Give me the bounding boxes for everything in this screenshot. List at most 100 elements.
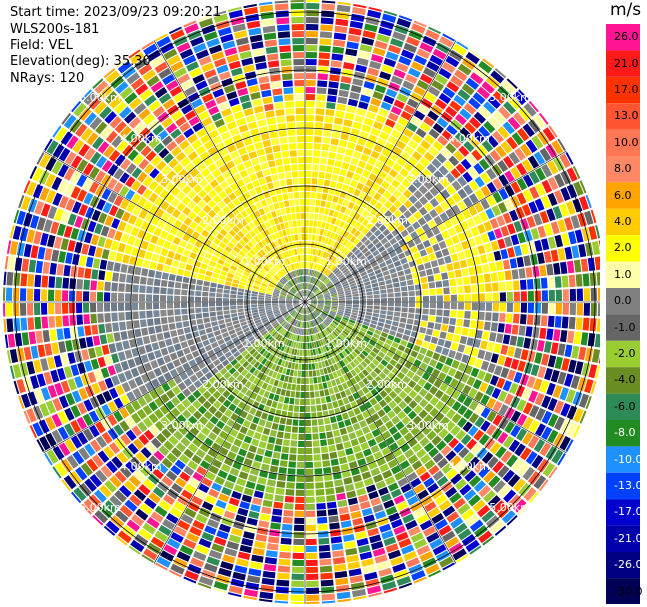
- velocity-gate: [228, 343, 236, 351]
- velocity-gate: [303, 335, 305, 342]
- velocity-gate: [388, 195, 397, 204]
- velocity-gate: [162, 518, 176, 531]
- velocity-gate: [355, 166, 364, 175]
- velocity-gate: [103, 525, 116, 536]
- velocity-gate: [374, 268, 382, 275]
- velocity-gate: [237, 87, 249, 97]
- velocity-gate: [378, 27, 392, 37]
- velocity-gate: [492, 302, 499, 312]
- velocity-gate: [74, 215, 84, 228]
- velocity-gate: [193, 380, 203, 389]
- velocity-gate: [232, 336, 240, 343]
- velocity-gate: [397, 344, 406, 352]
- velocity-gate: [436, 302, 443, 309]
- velocity-gate: [63, 264, 71, 277]
- velocity-gate: [289, 290, 295, 295]
- velocity-gate: [166, 361, 175, 371]
- velocity-gate: [155, 33, 168, 42]
- velocity-gate: [265, 263, 271, 270]
- velocity-gate: [315, 115, 324, 122]
- velocity-gate: [321, 403, 328, 411]
- velocity-gate: [117, 351, 126, 362]
- velocity-gate: [591, 348, 600, 363]
- velocity-gate: [41, 303, 48, 315]
- velocity-gate: [321, 593, 336, 601]
- velocity-gate: [179, 356, 188, 365]
- velocity-gate: [437, 338, 445, 347]
- velocity-gate: [140, 240, 149, 250]
- velocity-gate: [316, 317, 322, 323]
- velocity-gate: [141, 554, 154, 563]
- velocity-gate: [305, 115, 315, 122]
- velocity-gate: [228, 268, 236, 275]
- velocity-gate: [366, 213, 374, 221]
- velocity-gate: [286, 482, 295, 489]
- velocity-gate: [537, 252, 545, 264]
- velocity-gate: [138, 465, 151, 477]
- velocity-gate: [445, 172, 456, 184]
- velocity-gate: [290, 587, 304, 594]
- velocity-gate: [325, 201, 332, 209]
- velocity-gate: [307, 248, 311, 255]
- velocity-gate: [83, 192, 94, 205]
- velocity-gate: [249, 249, 257, 256]
- velocity-gate: [163, 354, 172, 364]
- velocity-gate: [337, 309, 345, 313]
- velocity-gate: [416, 48, 431, 60]
- velocity-gate: [293, 405, 300, 412]
- velocity-gate: [411, 570, 426, 581]
- velocity-gate: [326, 316, 333, 322]
- velocity-gate: [403, 199, 413, 209]
- velocity-gate: [185, 227, 195, 236]
- velocity-gate: [560, 403, 571, 417]
- velocity-gate: [271, 258, 277, 265]
- velocity-gate: [39, 153, 51, 168]
- velocity-gate: [237, 551, 251, 561]
- velocity-gate: [76, 314, 84, 326]
- velocity-gate: [254, 254, 261, 261]
- velocity-gate: [139, 293, 146, 302]
- velocity-gate: [246, 575, 261, 584]
- velocity-gate: [330, 332, 337, 339]
- velocity-gate: [418, 409, 428, 419]
- velocity-gate: [318, 544, 331, 552]
- velocity-gate: [211, 341, 219, 349]
- velocity-gate: [350, 85, 362, 94]
- velocity-gate: [392, 146, 403, 156]
- velocity-gate: [259, 249, 266, 256]
- velocity-gate: [26, 408, 37, 423]
- velocity-gate: [302, 307, 305, 314]
- velocity-gate: [338, 506, 349, 515]
- velocity-gate: [550, 249, 559, 262]
- velocity-gate: [169, 85, 183, 97]
- velocity-gate: [107, 365, 117, 376]
- velocity-gate: [171, 396, 181, 406]
- velocity-gate: [318, 52, 331, 60]
- velocity-gate: [440, 111, 453, 123]
- velocity-gate: [547, 192, 558, 207]
- velocity-gate: [272, 307, 279, 311]
- velocity-gate: [500, 141, 513, 154]
- velocity-gate: [259, 470, 269, 478]
- velocity-gate: [560, 187, 571, 201]
- velocity-gate: [67, 240, 76, 252]
- velocity-gate: [217, 395, 226, 404]
- velocity-gate: [120, 433, 132, 446]
- velocity-gate: [257, 403, 265, 412]
- velocity-gate: [307, 328, 311, 335]
- velocity-gate: [311, 320, 315, 327]
- velocity-gate: [96, 393, 106, 406]
- velocity-gate: [400, 229, 409, 238]
- velocity-gate: [223, 336, 231, 343]
- velocity-gate: [249, 213, 257, 221]
- velocity-gate: [153, 294, 160, 302]
- velocity-gate: [305, 370, 309, 377]
- velocity-gate: [235, 558, 249, 567]
- velocity-gate: [101, 188, 112, 200]
- velocity-gate: [336, 285, 343, 290]
- velocity-gate: [500, 450, 513, 463]
- velocity-gate: [170, 186, 181, 197]
- velocity-gate: [128, 379, 138, 390]
- velocity-gate: [434, 518, 448, 531]
- velocity-gate: [352, 121, 363, 130]
